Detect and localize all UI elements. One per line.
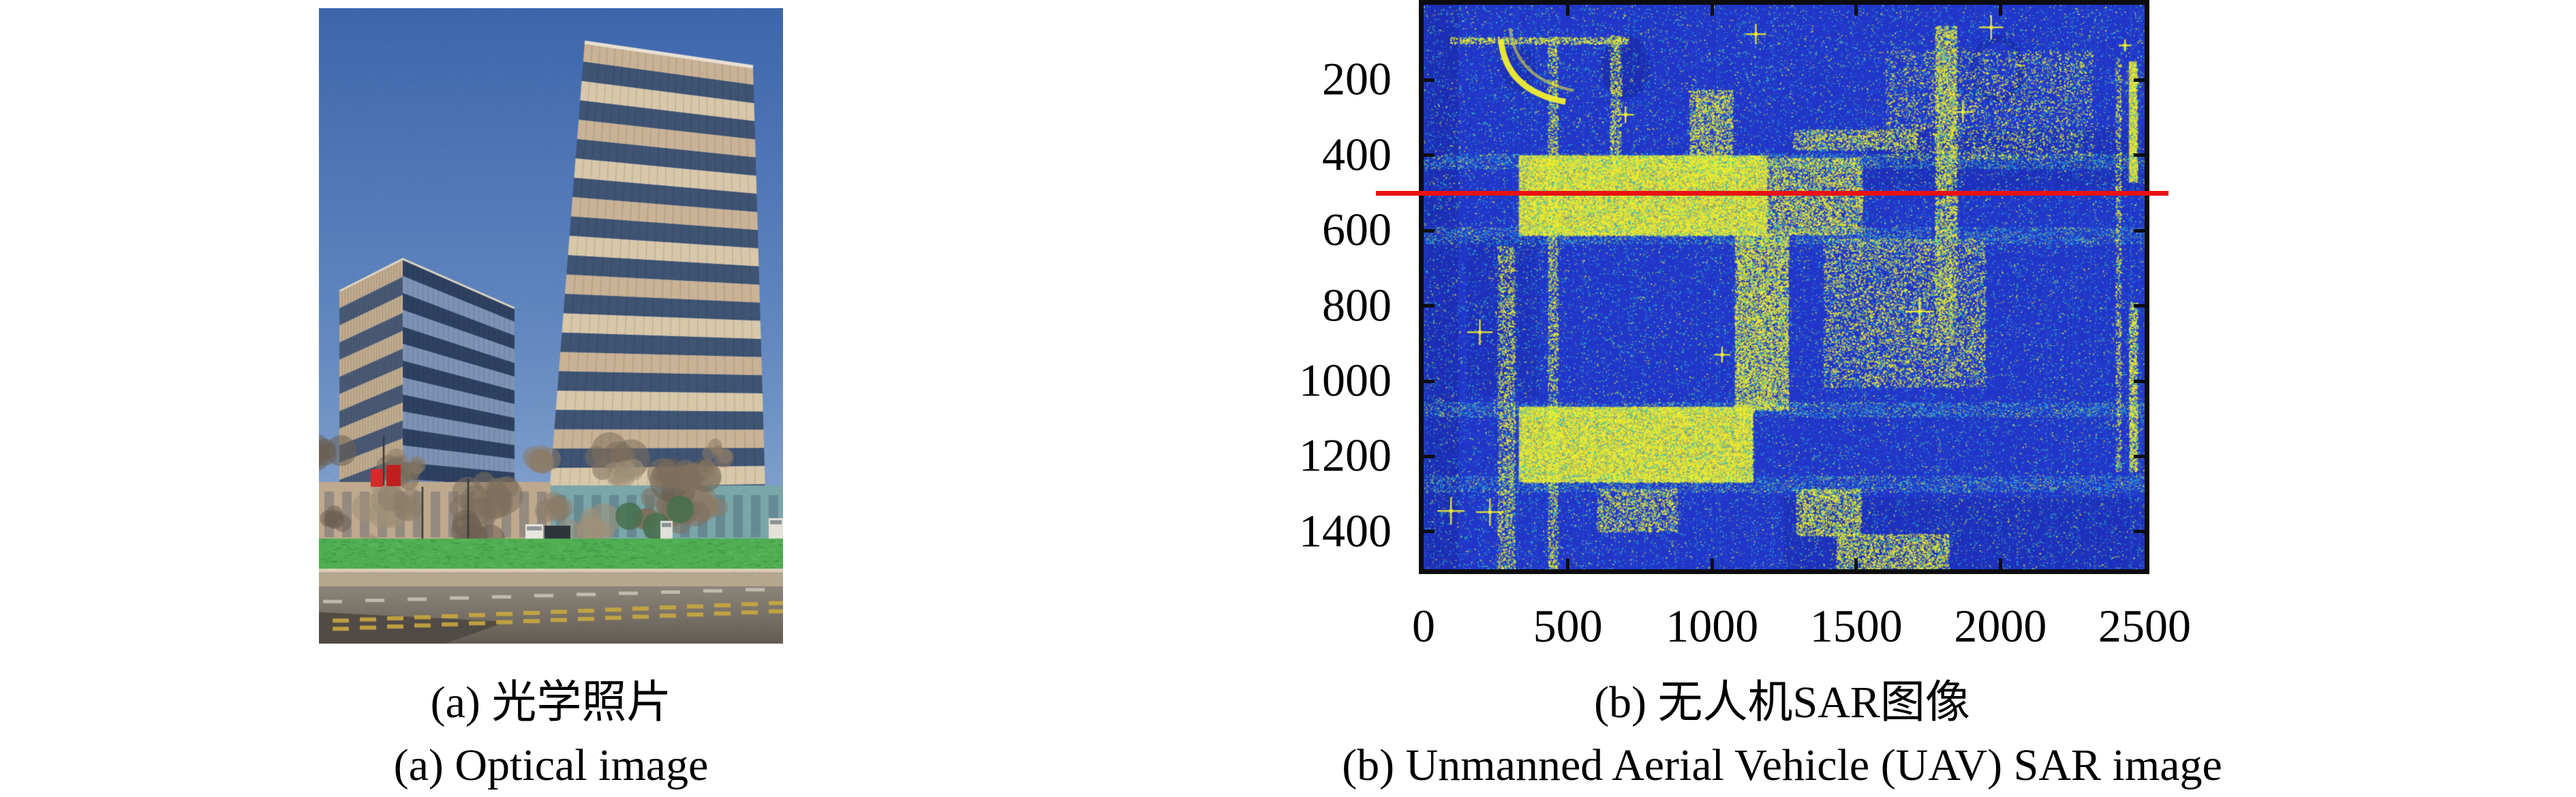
- axis-tick: [1424, 530, 1435, 534]
- axis-tick: [1566, 5, 1570, 16]
- y-tick-label: 1200: [1299, 430, 1392, 482]
- sar-heatmap-image: [1424, 5, 2145, 569]
- axis-tick: [1424, 454, 1435, 458]
- caption-a-zh: (a) 光学照片: [430, 678, 672, 727]
- x-tick-label: 1000: [1666, 600, 1759, 652]
- axis-tick: [1854, 558, 1858, 569]
- axis-tick: [1710, 5, 1714, 16]
- axis-tick: [2134, 153, 2145, 157]
- caption-b-zh: (b) 无人机SAR图像: [1594, 678, 1970, 727]
- optical-photo-image: [319, 8, 783, 644]
- axis-tick: [2134, 379, 2145, 383]
- y-tick-label: 800: [1322, 279, 1392, 331]
- x-tick-label: 2500: [2098, 600, 2191, 652]
- y-tick-label: 200: [1322, 53, 1392, 106]
- x-tick-label: 1500: [1809, 600, 1903, 652]
- axis-tick: [2134, 228, 2145, 232]
- axis-tick: [2134, 304, 2145, 308]
- y-tick-label: 600: [1322, 203, 1392, 256]
- x-tick-label: 2000: [1954, 600, 2047, 652]
- axis-tick: [1424, 78, 1435, 82]
- axis-tick: [1424, 304, 1435, 308]
- axis-tick: [1566, 558, 1570, 569]
- caption-a-en: (a) Optical image: [393, 740, 709, 790]
- axis-tick: [1998, 5, 2002, 16]
- x-tick-label: 0: [1412, 600, 1435, 652]
- x-tick-label: 500: [1533, 600, 1603, 652]
- y-tick-label: 400: [1322, 128, 1392, 181]
- axis-tick: [1854, 5, 1858, 16]
- sar-scanline-annotation: [1376, 191, 2168, 196]
- caption-b-en: (b) Unmanned Aerial Vehicle (UAV) SAR im…: [1342, 740, 2222, 790]
- axis-tick: [2134, 454, 2145, 458]
- y-tick-label: 1000: [1299, 354, 1392, 406]
- optical-photo-panel: [319, 8, 783, 644]
- axis-tick: [1424, 379, 1435, 383]
- axis-tick: [2134, 530, 2145, 534]
- axis-tick: [1710, 558, 1714, 569]
- y-tick-label: 1400: [1299, 505, 1392, 557]
- axis-tick: [2134, 78, 2145, 82]
- axis-tick: [1998, 558, 2002, 569]
- sar-plot-frame: [1419, 0, 2149, 574]
- axis-tick: [1424, 153, 1435, 157]
- axis-tick: [1424, 228, 1435, 232]
- caption-panel-a: (a) 光学照片 (a) Optical image: [319, 672, 783, 797]
- caption-panel-b: (b) 无人机SAR图像 (b) Unmanned Aerial Vehicle…: [1261, 672, 2303, 797]
